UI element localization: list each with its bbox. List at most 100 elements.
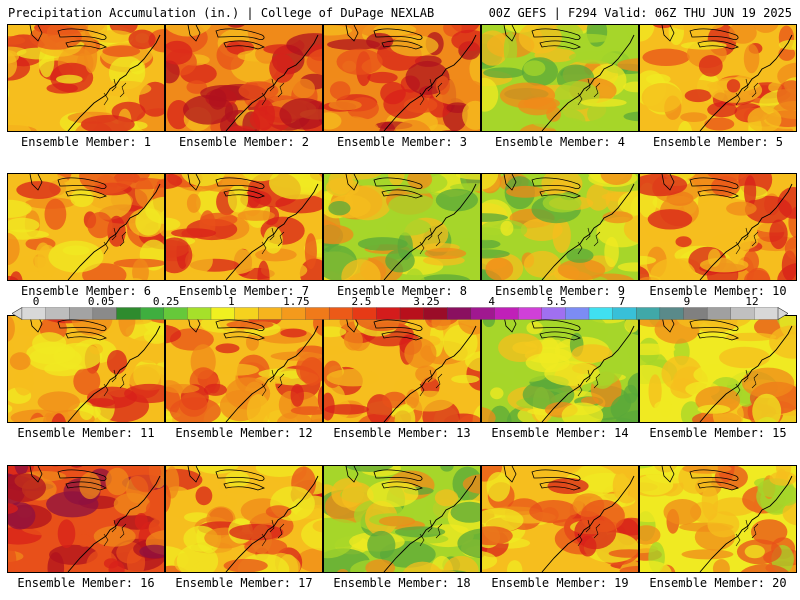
colorbar-bin	[376, 307, 401, 320]
great-lakes-outline	[503, 174, 581, 199]
ensemble-member-9-map	[481, 173, 639, 281]
colorbar-tick-label: 0.05	[87, 295, 115, 308]
great-lakes-outline	[187, 316, 265, 341]
great-lakes-outline	[29, 25, 107, 50]
great-lakes-outline	[503, 466, 581, 491]
coastline	[383, 34, 477, 131]
ensemble-member-label: Ensemble Member: 15	[649, 426, 787, 440]
coastline	[225, 183, 319, 280]
colorbar-tick-label: 0.25	[152, 295, 180, 308]
colorbar-tick-label: 0	[32, 295, 40, 308]
colorbar-bin	[636, 307, 661, 320]
great-lakes-outline	[661, 316, 739, 341]
ensemble-member-18-map	[323, 465, 481, 573]
colorbar-bin	[470, 307, 495, 320]
coastline	[383, 475, 477, 572]
colorbar-bin	[423, 307, 448, 320]
colorbar-bin	[399, 307, 425, 320]
great-lakes-outline	[187, 174, 265, 199]
great-lakes-outline	[345, 316, 423, 341]
great-lakes-outline	[345, 466, 423, 491]
great-lakes-outline	[503, 25, 581, 50]
ensemble-member-label: Ensemble Member: 20	[649, 576, 787, 590]
colorbar-bin	[612, 307, 637, 320]
ensemble-member-label: Ensemble Member: 3	[336, 135, 468, 149]
ensemble-member-6-map	[7, 173, 165, 281]
colorbar-bin	[730, 307, 755, 320]
colorbar-min-arrow	[12, 307, 23, 320]
ensemble-member-label: Ensemble Member: 18	[333, 576, 471, 590]
ensemble-member-7-map	[165, 173, 323, 281]
colorbar-bin	[517, 307, 543, 320]
coastline	[541, 183, 635, 280]
colorbar-tick-label: 4	[488, 295, 495, 308]
ensemble-member-label: Ensemble Member: 8	[336, 284, 468, 298]
coastline	[225, 325, 319, 422]
colorbar-bin	[234, 307, 259, 320]
great-lakes-outline	[187, 25, 265, 50]
ensemble-member-label: Ensemble Member: 19	[491, 576, 629, 590]
ensemble-member-label: Ensemble Member: 1	[20, 135, 152, 149]
colorbar-tick-label: 12	[745, 295, 759, 308]
ensemble-member-label: Ensemble Member: 12	[175, 426, 313, 440]
great-lakes-outline	[661, 25, 739, 50]
colorbar-tick-label: 1.75	[283, 295, 310, 308]
ensemble-member-label: Ensemble Member: 6	[20, 284, 152, 298]
colorbar-max-arrow	[777, 307, 788, 320]
great-lakes-outline	[661, 466, 739, 491]
coastline	[541, 325, 635, 422]
colorbar-bin	[281, 307, 306, 320]
ensemble-member-label: Ensemble Member: 17	[175, 576, 313, 590]
ensemble-member-13-map	[323, 315, 481, 423]
ensemble-member-3-map	[323, 24, 481, 132]
ensemble-member-4-map	[481, 24, 639, 132]
ensemble-member-label: Ensemble Member: 14	[491, 426, 629, 440]
valid-time-label: 00Z GEFS | F294 Valid: 06Z THU JUN 19 20…	[488, 6, 792, 20]
colorbar-bin	[92, 307, 117, 320]
coastline	[225, 34, 319, 131]
coastline	[67, 475, 161, 572]
ensemble-member-14-map	[481, 315, 639, 423]
great-lakes-outline	[187, 466, 265, 491]
colorbar-bin	[565, 307, 590, 320]
ensemble-member-11-map	[7, 315, 165, 423]
ensemble-member-2-map	[165, 24, 323, 132]
map-title: Precipitation Accumulation (in.) | Colle…	[8, 6, 435, 20]
great-lakes-outline	[661, 174, 739, 199]
colorbar-bin	[588, 307, 614, 320]
coastline	[225, 475, 319, 572]
colorbar-bin	[659, 307, 684, 320]
coastline	[67, 34, 161, 131]
colorbar-bin	[210, 307, 236, 320]
colorbar-bin	[328, 307, 354, 320]
great-lakes-outline	[29, 174, 107, 199]
ensemble-member-12-map	[165, 315, 323, 423]
colorbar-bin	[45, 307, 70, 320]
coastline	[699, 34, 793, 131]
colorbar-tick-label: 3.25	[413, 295, 440, 308]
colorbar-bin	[541, 307, 566, 320]
coastline	[699, 325, 793, 422]
colorbar-bin	[352, 307, 377, 320]
great-lakes-outline	[345, 174, 423, 199]
ensemble-member-label: Ensemble Member: 2	[178, 135, 310, 149]
great-lakes-outline	[503, 316, 581, 341]
coastline	[383, 325, 477, 422]
colorbar-bin	[258, 307, 283, 320]
coastline	[67, 183, 161, 280]
colorbar-tick-label: 1	[227, 295, 235, 308]
colorbar-bin	[305, 307, 330, 320]
ensemble-member-label: Ensemble Member: 4	[494, 135, 626, 149]
colorbar-tick-label: 2.5	[351, 295, 372, 308]
ensemble-member-5-map	[639, 24, 797, 132]
ensemble-member-20-map	[639, 465, 797, 573]
colorbar-bin	[21, 307, 47, 320]
ensemble-member-label: Ensemble Member: 13	[333, 426, 471, 440]
ensemble-member-label: Ensemble Member: 7	[178, 284, 310, 298]
ensemble-member-15-map	[639, 315, 797, 423]
ensemble-member-19-map	[481, 465, 639, 573]
great-lakes-outline	[29, 466, 107, 491]
colorbar-bin	[683, 307, 708, 320]
colorbar-bin	[139, 307, 165, 320]
ensemble-member-label: Ensemble Member: 9	[494, 284, 626, 298]
